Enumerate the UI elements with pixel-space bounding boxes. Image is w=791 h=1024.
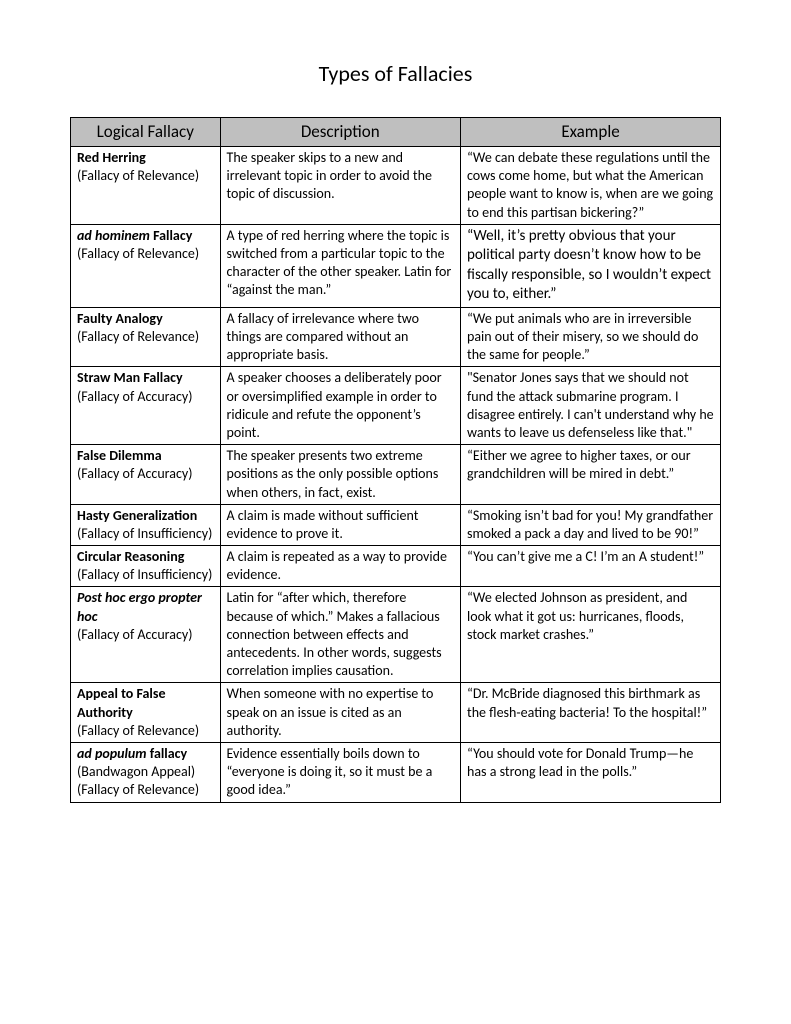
fallacy-name-cell: Hasty Generalization(Fallacy of Insuffic… <box>71 504 221 545</box>
description-cell: The speaker presents two extreme positio… <box>220 445 461 505</box>
description-cell: Latin for “after which, therefore becaus… <box>220 587 461 683</box>
fallacy-name-cell: Faulty Analogy(Fallacy of Relevance) <box>71 307 221 367</box>
description-cell: A fallacy of irrelevance where two thing… <box>220 307 461 367</box>
example-cell: “We put animals who are in irreversible … <box>461 307 721 367</box>
table-row: False Dilemma(Fallacy of Accuracy)The sp… <box>71 445 721 505</box>
description-cell: Evidence essentially boils down to “ever… <box>220 742 461 802</box>
example-cell: “Smoking isn’t bad for you! My grandfath… <box>461 504 721 545</box>
fallacy-name-cell: Circular Reasoning(Fallacy of Insufficie… <box>71 546 221 587</box>
table-row: Circular Reasoning(Fallacy of Insufficie… <box>71 546 721 587</box>
table-row: ad populum fallacy(Bandwagon Appeal)(Fal… <box>71 742 721 802</box>
fallacy-name-cell: Post hoc ergo propter hoc(Fallacy of Acc… <box>71 587 221 683</box>
description-cell: The speaker skips to a new and irrelevan… <box>220 147 461 225</box>
example-cell: “Dr. McBride diagnosed this birthmark as… <box>461 683 721 743</box>
example-cell: “Well, it’s pretty obvious that your pol… <box>461 224 721 307</box>
fallacy-name-cell: False Dilemma(Fallacy of Accuracy) <box>71 445 221 505</box>
example-cell: “We elected Johnson as president, and lo… <box>461 587 721 683</box>
fallacy-name-cell: Appeal to False Authority(Fallacy of Rel… <box>71 683 221 743</box>
column-header-example: Example <box>461 118 721 147</box>
table-row: Red Herring(Fallacy of Relevance)The spe… <box>71 147 721 225</box>
table-row: ad hominem Fallacy(Fallacy of Relevance)… <box>71 224 721 307</box>
fallacy-name-cell: Red Herring(Fallacy of Relevance) <box>71 147 221 225</box>
table-row: Faulty Analogy(Fallacy of Relevance)A fa… <box>71 307 721 367</box>
example-cell: "Senator Jones says that we should not f… <box>461 367 721 445</box>
description-cell: A claim is repeated as a way to provide … <box>220 546 461 587</box>
description-cell: A type of red herring where the topic is… <box>220 224 461 307</box>
column-header-description: Description <box>220 118 461 147</box>
table-header-row: Logical Fallacy Description Example <box>71 118 721 147</box>
description-cell: A claim is made without sufficient evide… <box>220 504 461 545</box>
description-cell: A speaker chooses a deliberately poor or… <box>220 367 461 445</box>
column-header-fallacy: Logical Fallacy <box>71 118 221 147</box>
example-cell: “You should vote for Donald Trump—he has… <box>461 742 721 802</box>
fallacies-table: Logical Fallacy Description Example Red … <box>70 117 721 803</box>
fallacy-name-cell: ad populum fallacy(Bandwagon Appeal)(Fal… <box>71 742 221 802</box>
page-title: Types of Fallacies <box>70 60 721 87</box>
example-cell: “We can debate these regulations until t… <box>461 147 721 225</box>
table-row: Post hoc ergo propter hoc(Fallacy of Acc… <box>71 587 721 683</box>
fallacy-name-cell: Straw Man Fallacy(Fallacy of Accuracy) <box>71 367 221 445</box>
example-cell: “Either we agree to higher taxes, or our… <box>461 445 721 505</box>
fallacy-name-cell: ad hominem Fallacy(Fallacy of Relevance) <box>71 224 221 307</box>
example-cell: “You can’t give me a C! I’m an A student… <box>461 546 721 587</box>
table-row: Straw Man Fallacy(Fallacy of Accuracy)A … <box>71 367 721 445</box>
description-cell: When someone with no expertise to speak … <box>220 683 461 743</box>
table-row: Hasty Generalization(Fallacy of Insuffic… <box>71 504 721 545</box>
table-row: Appeal to False Authority(Fallacy of Rel… <box>71 683 721 743</box>
